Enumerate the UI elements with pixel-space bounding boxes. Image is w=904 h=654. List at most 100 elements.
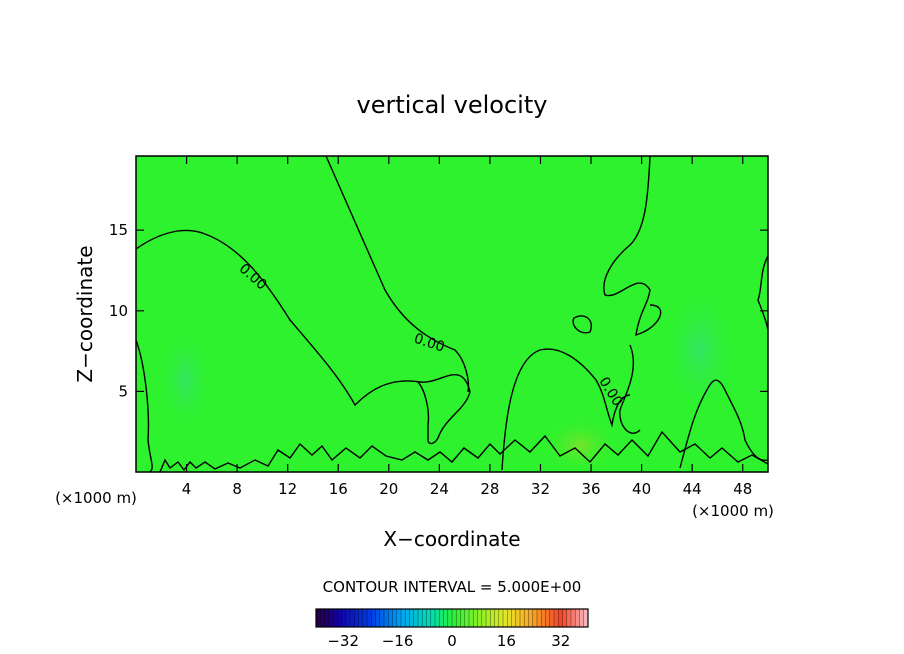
colorbar-cell [473,609,478,627]
colorbar-cell [345,609,351,627]
contour-line [757,255,768,331]
y-tick-label: 5 [118,382,128,400]
contour-interval-label: CONTOUR INTERVAL = 5.000E+00 [323,578,582,596]
x-tick-label: 8 [232,480,242,498]
contour-line [136,339,153,472]
x-tick-label: 16 [329,480,348,498]
velocity-field-patch [157,325,213,435]
contour-line [159,430,768,472]
colorbar-cell [541,609,546,627]
colorbar-cell [524,609,529,627]
colorbar-cell [367,609,372,627]
colorbar: −32 −16 0 16 32 [315,608,589,650]
colorbar-cell [324,609,330,627]
colorbar-cell [575,609,580,627]
x-tick-label: 4 [182,480,192,498]
chart-title: vertical velocity [357,91,548,119]
contour-line [603,156,662,336]
colorbar-cell [549,609,555,627]
contour-line [572,315,592,334]
colorbar-cell [439,609,444,627]
colorbar-cell [469,609,474,627]
contour-line [501,348,631,471]
x-tick-label: 12 [278,480,297,498]
colorbar-cell [418,609,423,627]
colorbar-tick-label: 16 [497,632,516,650]
colorbar-cell [358,609,364,627]
colorbar-cell [435,609,440,627]
colorbar-cell [481,609,487,627]
colorbar-cell [430,609,436,627]
y-tick-label: 10 [109,302,128,320]
colorbar-cell [354,609,359,627]
colorbar-frame [315,608,589,628]
colorbar-cell [316,609,321,627]
colorbar-cell [422,609,427,627]
colorbar-cell [554,609,559,627]
colorbar-tick-label: 32 [551,632,570,650]
colorbar-cell [333,609,338,627]
contour-line [619,344,641,434]
colorbar-cell [426,609,432,627]
colorbar-cell [413,609,419,627]
colorbar-cell [566,609,572,627]
zero-contours [136,156,768,472]
colorbar-cell [507,609,512,627]
x-tick-label: 24 [430,480,449,498]
colorbar-cell [371,609,376,627]
x-tick-label: 28 [480,480,499,498]
colorbar-cell [384,609,389,627]
colorbar-tick-label: −16 [382,632,414,650]
colorbar-cell [583,609,589,627]
colorbar-cell [562,609,568,627]
colorbar-cell [520,609,525,627]
colorbar-cell [579,609,585,627]
colorbar-cell [341,609,347,627]
velocity-field [136,156,768,472]
colorbar-cell [443,609,449,627]
colorbar-cell [515,609,521,627]
colorbar-cell [320,609,325,627]
colorbar-cell [392,609,398,627]
x-tick-label: 40 [632,480,651,498]
colorbar-cell [396,609,402,627]
x-axis-unit-right: (×1000 m) [692,502,774,520]
colorbar-cell [447,609,453,627]
x-tick-label: 44 [683,480,702,498]
velocity-field-patch [660,280,740,420]
contour-line [136,229,471,445]
colorbar-cell [409,609,415,627]
colorbar-tick-label: −32 [327,632,359,650]
colorbar-cell [571,609,576,627]
colorbar-cell [460,609,466,627]
colorbar-tick-label: 0 [447,632,457,650]
colorbar-cell [452,609,457,627]
x-tick-label: 20 [379,480,398,498]
plot-frame [135,155,769,473]
colorbar-cell [337,609,342,627]
colorbar-cell [375,609,381,627]
colorbar-cell [379,609,385,627]
y-tick-label: 15 [109,221,128,239]
colorbar-cell [486,609,491,627]
x-tick-label: 48 [733,480,752,498]
colorbar-cell [528,609,534,627]
colorbar-cell [477,609,483,627]
y-axis-title: Z−coordinate [73,245,97,382]
colorbar-cell [503,609,508,627]
colorbar-cell [362,609,368,627]
colorbar-cell [498,609,504,627]
colorbar-cell [456,609,461,627]
x-axis-unit-left: (×1000 m) [55,489,137,507]
colorbar-cell [401,609,406,627]
x-axis-title: X−coordinate [383,527,520,551]
x-tick-label: 32 [531,480,550,498]
colorbar-cell [490,609,495,627]
velocity-field-patch [538,415,622,472]
plot-area: 0.00 0.00 0.00 [136,156,768,472]
colorbar-cell [328,609,334,627]
x-tick-label: 36 [581,480,600,498]
colorbar-cell [388,609,393,627]
